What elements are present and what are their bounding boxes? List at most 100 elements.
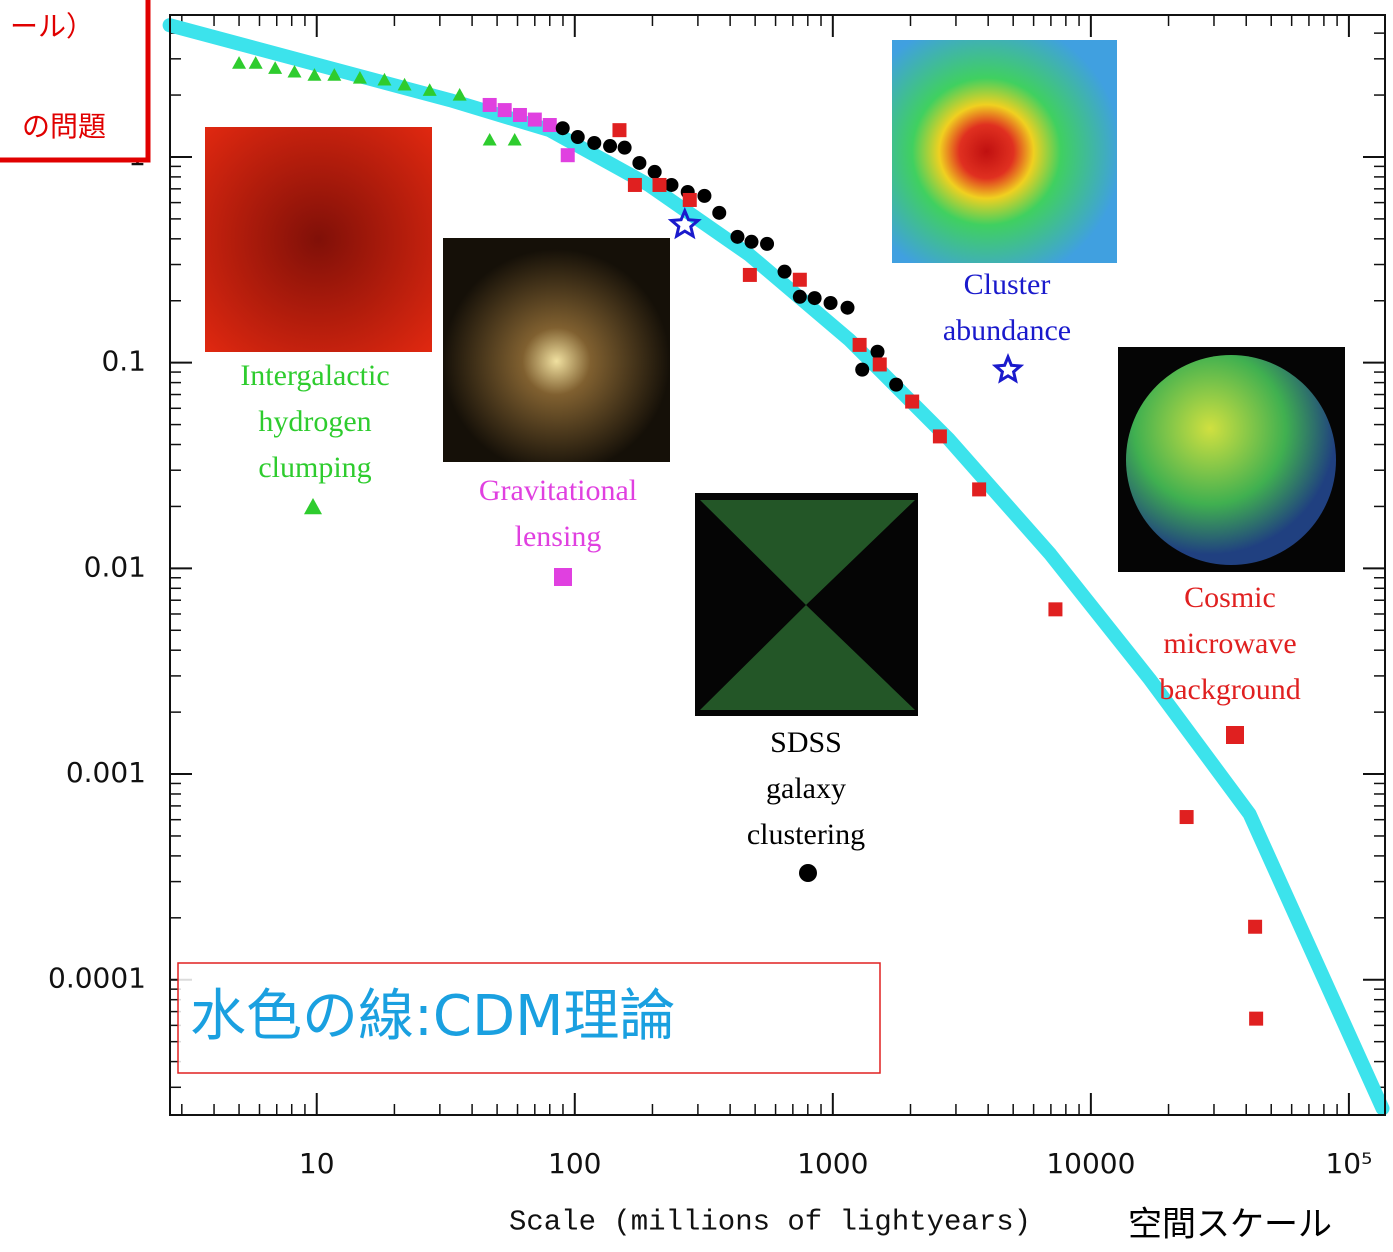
data-point (697, 188, 712, 203)
data-point (352, 71, 367, 84)
legend-marker (991, 353, 1025, 384)
series-label: microwave (1163, 627, 1296, 660)
data-point (307, 68, 322, 81)
data-point (1179, 810, 1194, 825)
corner-text: ール） (10, 10, 94, 43)
inset-image (205, 127, 432, 352)
data-point (742, 267, 757, 282)
data-point (840, 300, 855, 315)
corner-box (0, 0, 151, 163)
data-point (682, 192, 697, 207)
data-point (482, 132, 497, 146)
series-label: Cosmic (1184, 581, 1276, 614)
data-point (647, 164, 662, 179)
data-point (603, 139, 618, 154)
axis-note: 空間スケール (1128, 1205, 1332, 1245)
data-point (497, 103, 512, 118)
data-point (452, 88, 467, 101)
data-point (287, 64, 302, 78)
data-point (560, 148, 575, 163)
x-tick-label: 10 (299, 1147, 335, 1180)
y-tick-label: 0.001 (66, 756, 146, 789)
data-point (730, 229, 745, 244)
data-point (852, 337, 867, 352)
data-point (972, 482, 987, 497)
series-label: Intergalactic (240, 359, 389, 392)
data-point (792, 289, 807, 304)
inset-images (205, 40, 1345, 716)
data-point (527, 112, 542, 127)
x-tick-label: 100 (548, 1147, 601, 1180)
data-point (905, 394, 920, 409)
data-point (777, 264, 792, 279)
plot-area: 1010010001000010⁵0.00010.0010.010.11Inte… (48, 15, 1390, 1180)
series-label: SDSS (770, 726, 842, 759)
data-point (268, 61, 283, 74)
data-point (760, 236, 775, 251)
data-point (612, 123, 627, 138)
data-point (889, 377, 904, 392)
axes-frame (169, 14, 1386, 1116)
data-point (377, 72, 392, 86)
data-point (587, 135, 602, 150)
data-point (512, 107, 527, 122)
data-point (507, 132, 522, 146)
data-point (397, 77, 412, 91)
data-point (652, 177, 667, 192)
data-point (632, 155, 647, 170)
data-point (792, 272, 807, 287)
x-tick-label: 1000 (797, 1147, 868, 1180)
data-point (422, 83, 437, 96)
data-point (664, 177, 679, 192)
series-label: clustering (747, 818, 865, 851)
y-tick-label: 0.1 (101, 345, 146, 378)
series-label: galaxy (766, 772, 846, 805)
data-point (744, 234, 759, 249)
data-point (932, 429, 947, 444)
data-point (712, 205, 727, 220)
series-label: clumping (258, 451, 371, 484)
data-point (855, 362, 870, 377)
data-point (327, 68, 342, 81)
x-axis-label: Scale (millions of lightyears) (509, 1206, 1031, 1239)
inset-image (700, 500, 915, 710)
data-point (872, 357, 887, 372)
series-label: background (1159, 673, 1301, 706)
data-point (667, 206, 702, 240)
legend-marker (799, 864, 817, 882)
theory-note-box (177, 962, 881, 1074)
data-point (1048, 602, 1063, 617)
inset-image (892, 40, 1117, 263)
inset-image (443, 238, 670, 462)
inset-image (1126, 355, 1336, 565)
data-point (482, 97, 497, 112)
data-point (823, 296, 838, 311)
series-label: lensing (515, 520, 602, 553)
series-label: Gravitational (479, 474, 637, 507)
legend-marker (1226, 726, 1244, 744)
data-point (542, 118, 557, 133)
data-point (248, 56, 263, 69)
series-label: Cluster (964, 268, 1051, 301)
data-point (555, 121, 570, 136)
x-tick-label: 10⁵ (1325, 1147, 1372, 1180)
theory-note: 水色の線:CDM理論 (190, 984, 675, 1049)
y-tick-label: 0.01 (84, 550, 146, 583)
legend-marker (304, 498, 322, 515)
series-label: hydrogen (258, 405, 371, 438)
data-point (570, 130, 585, 145)
data-point (807, 291, 822, 306)
x-tick-label: 10000 (1046, 1147, 1135, 1180)
data-point (1248, 919, 1263, 934)
series-label: abundance (943, 314, 1071, 347)
legend-marker (554, 568, 572, 586)
corner-text: の問題 (22, 110, 106, 143)
y-tick-label: 0.0001 (48, 962, 146, 995)
data-point (627, 177, 642, 192)
data-point (870, 344, 885, 359)
data-point (1249, 1011, 1264, 1026)
data-point (617, 140, 632, 155)
data-point (232, 56, 247, 69)
